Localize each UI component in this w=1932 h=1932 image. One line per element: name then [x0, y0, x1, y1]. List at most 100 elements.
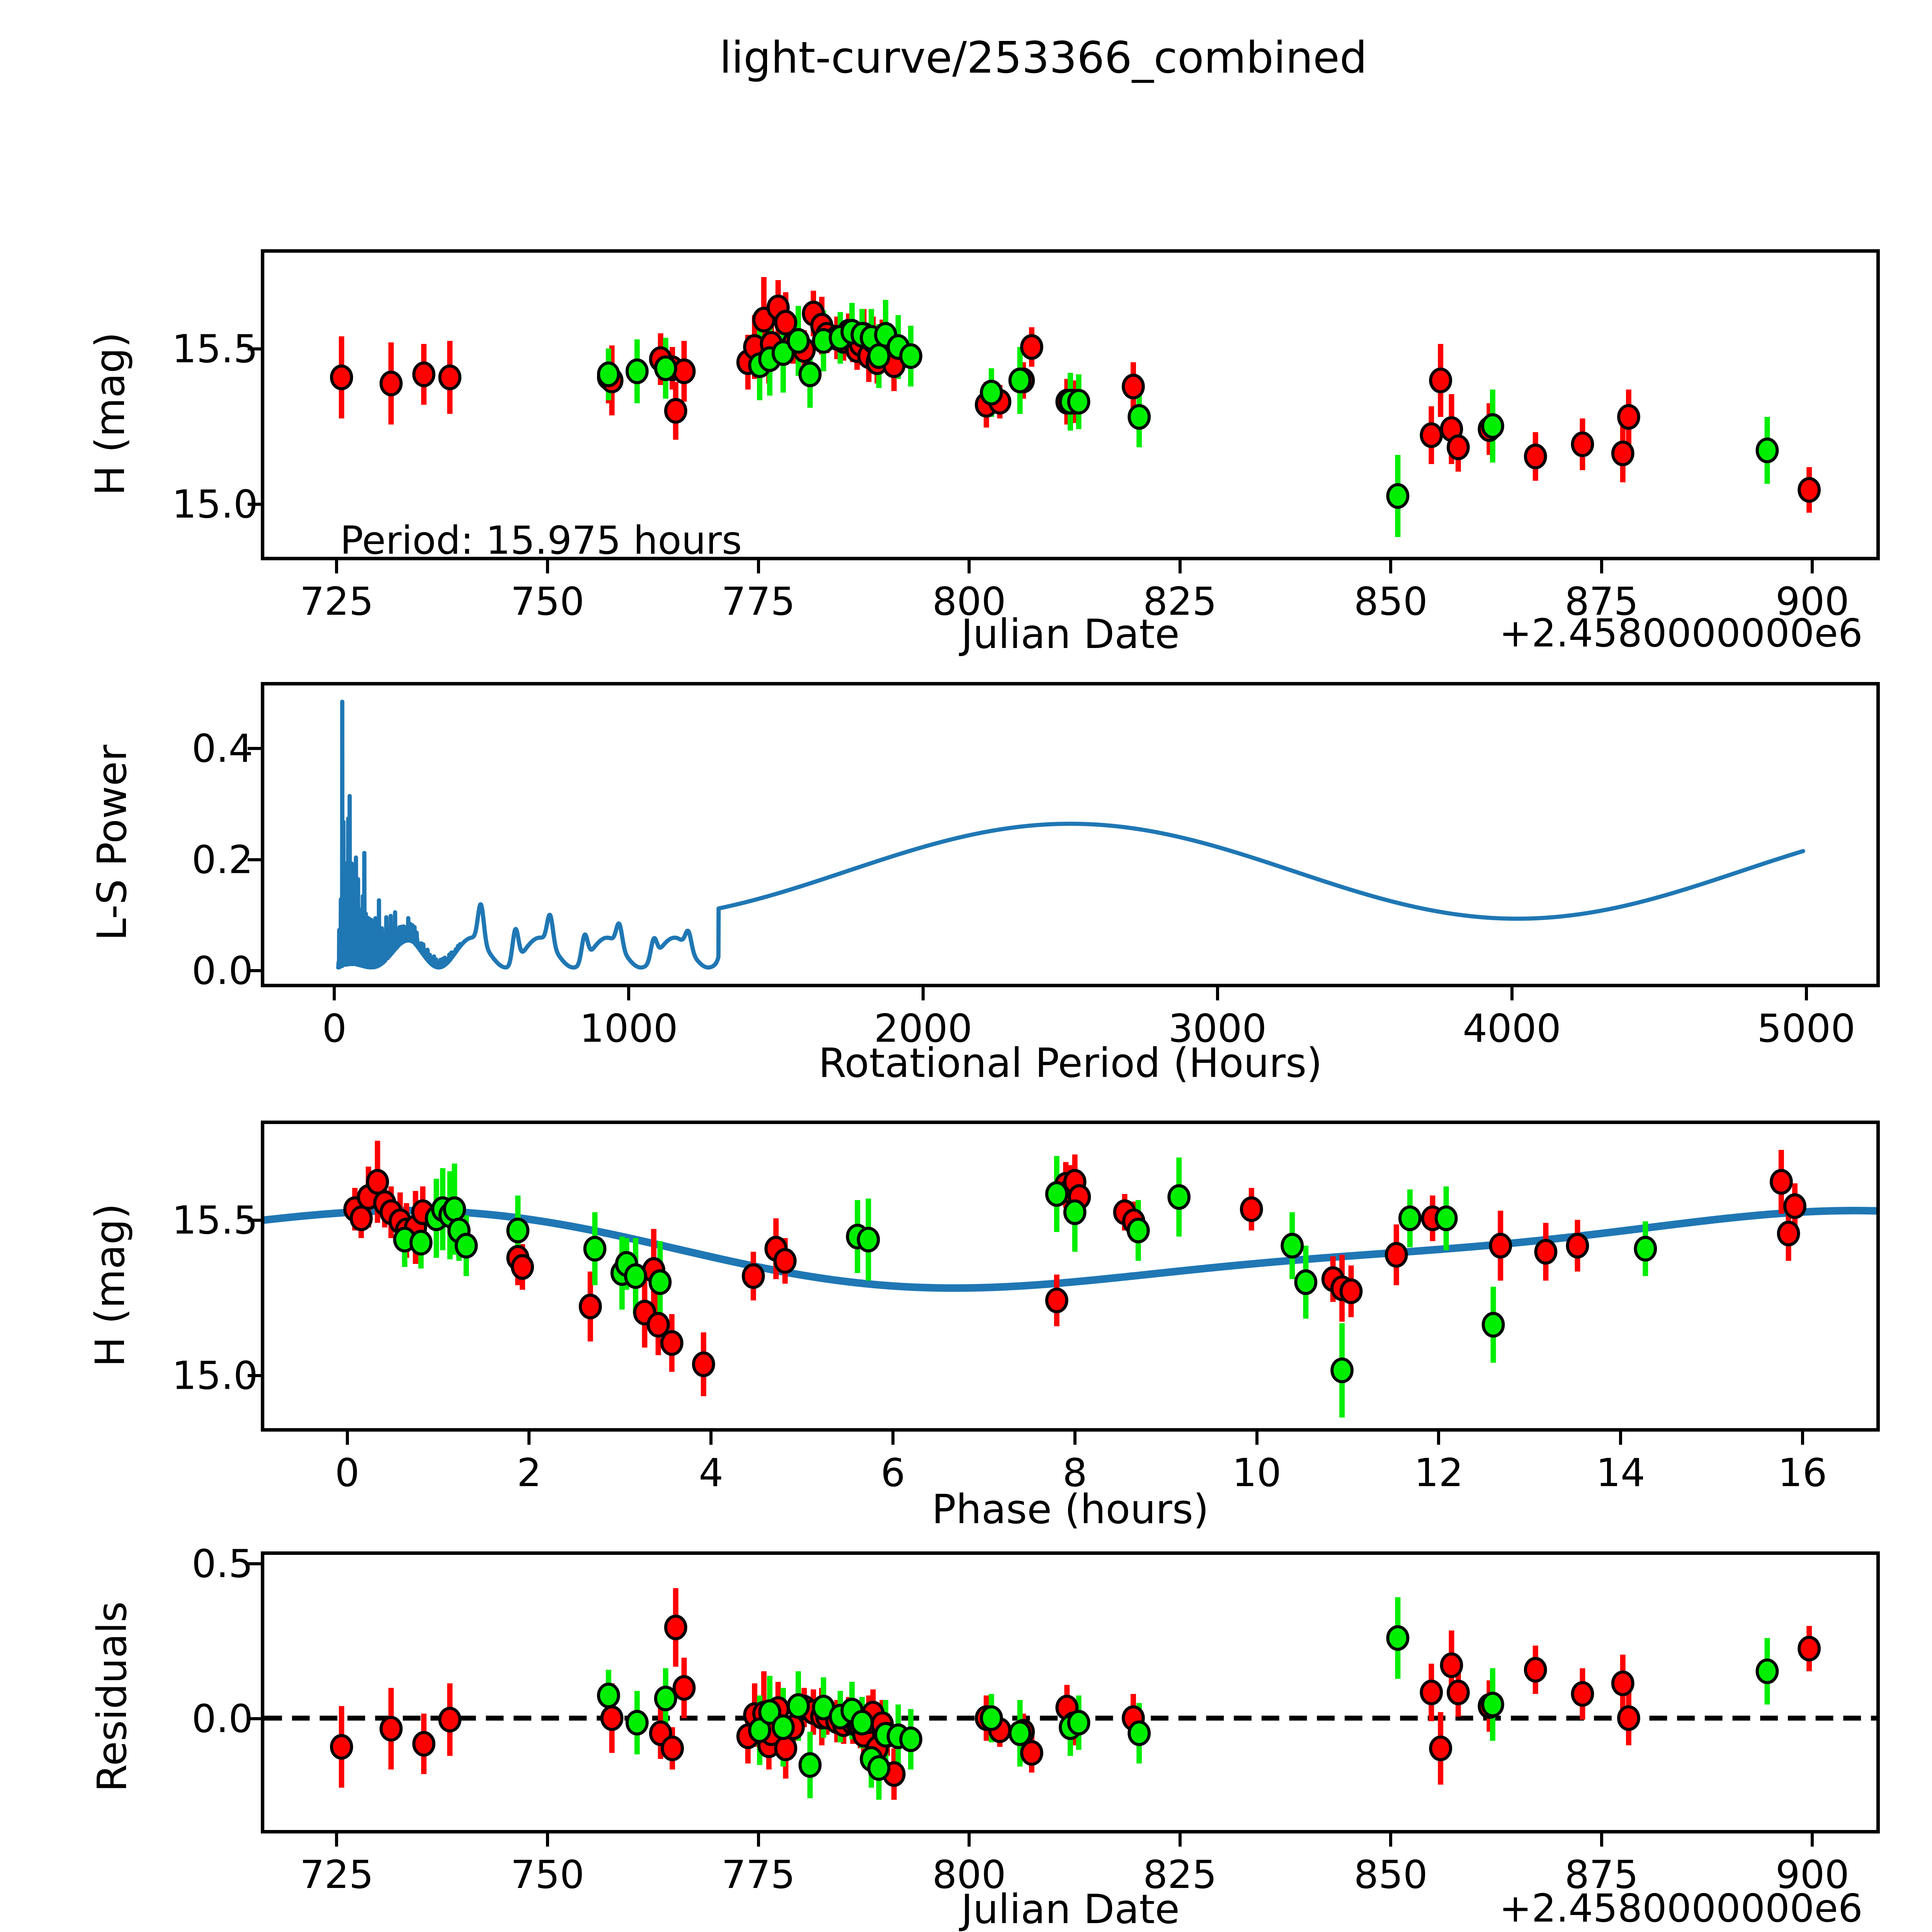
y-tick-mark	[248, 747, 261, 750]
x-tick-label: 4000	[1463, 1006, 1561, 1051]
data-point	[1481, 1692, 1504, 1718]
data-point	[1617, 404, 1640, 430]
data-point	[1481, 413, 1504, 439]
data-point	[787, 1693, 810, 1719]
data-point	[899, 343, 923, 369]
data-point	[742, 1263, 765, 1289]
data-point	[1798, 1636, 1821, 1662]
data-point	[648, 1269, 672, 1295]
x-tick-label: 725	[299, 579, 374, 624]
data-point	[1128, 1720, 1151, 1746]
data-point	[654, 1685, 677, 1711]
data-point	[1420, 422, 1443, 448]
x-tick-mark	[1255, 1432, 1259, 1445]
x-tick-label: 0	[322, 1006, 347, 1051]
data-point	[1008, 367, 1032, 393]
data-point	[1447, 434, 1470, 460]
lightcurve-plot-area	[330, 277, 1821, 537]
data-point	[850, 1710, 874, 1736]
data-point	[379, 371, 403, 396]
data-point	[412, 361, 435, 388]
data-point	[1524, 444, 1547, 469]
data-point	[774, 1735, 798, 1761]
residuals-plot-area	[264, 1588, 1876, 1800]
y-tick-mark	[248, 1374, 261, 1378]
x-tick-mark	[546, 560, 549, 573]
data-point	[1339, 1278, 1363, 1304]
y-tick-mark	[248, 503, 261, 506]
data-point	[1611, 440, 1634, 466]
x-tick-label: 825	[1143, 1852, 1217, 1897]
data-point	[1008, 1720, 1032, 1746]
data-point	[1634, 1236, 1657, 1262]
y-tick-label: 15.5	[172, 1197, 258, 1243]
data-point	[1566, 1233, 1589, 1259]
x-tick-label: 10	[1232, 1450, 1282, 1495]
x-tick-label: 8	[1062, 1450, 1087, 1495]
x-tick-mark	[1073, 1432, 1077, 1445]
data-point	[511, 1254, 534, 1280]
data-point	[774, 310, 798, 336]
x-tick-label: 775	[721, 579, 795, 624]
x-tick-label: 4	[699, 1450, 723, 1495]
x-tick-mark	[1437, 1432, 1440, 1445]
periodogram-plot-area	[336, 699, 1805, 970]
x-tick-mark	[527, 1432, 531, 1445]
periodogram-x-axis-label: Rotational Period (Hours)	[818, 1039, 1322, 1087]
data-point	[758, 1699, 781, 1725]
phased-x-axis-label: Phase (hours)	[932, 1486, 1209, 1533]
x-tick-mark	[546, 1833, 549, 1847]
x-tick-label: 0	[335, 1450, 360, 1495]
y-tick-mark	[248, 1562, 261, 1566]
residuals-y-axis-label: Residuals	[88, 1601, 136, 1792]
panel-phased	[261, 1121, 1880, 1432]
data-point	[1755, 1658, 1779, 1684]
data-point	[787, 328, 810, 354]
data-point	[748, 1717, 771, 1743]
data-point	[625, 358, 649, 384]
periodogram-y-axis-label: L-S Power	[88, 745, 136, 941]
data-point	[661, 1735, 684, 1761]
panel-lightcurve	[261, 249, 1880, 560]
data-point	[412, 1731, 435, 1757]
data-point	[1122, 374, 1145, 400]
data-point	[1420, 1679, 1443, 1706]
x-tick-mark	[891, 1432, 895, 1445]
x-tick-mark	[1600, 560, 1603, 573]
x-tick-mark	[1178, 1833, 1182, 1847]
panel-residuals	[261, 1551, 1880, 1833]
data-point	[583, 1236, 607, 1262]
x-tick-mark	[1619, 1432, 1622, 1445]
data-point	[1398, 1205, 1422, 1231]
data-point	[454, 1233, 478, 1259]
data-point	[1067, 389, 1090, 415]
x-tick-mark	[757, 1833, 760, 1847]
lightcurve-y-axis-label: H (mag)	[87, 332, 134, 496]
x-tick-mark	[1178, 560, 1182, 573]
x-tick-mark	[627, 987, 631, 1000]
x-tick-mark	[1801, 1432, 1804, 1445]
data-point	[798, 1752, 822, 1778]
residuals-x-axis-label: Julian Date	[961, 1886, 1180, 1932]
data-point	[1429, 1735, 1452, 1761]
panel-periodogram	[261, 682, 1880, 987]
data-point	[330, 1734, 353, 1760]
data-point	[1434, 1205, 1458, 1231]
data-point	[1330, 1357, 1354, 1383]
x-tick-label: 775	[721, 1852, 795, 1897]
x-tick-label: 900	[1775, 1852, 1849, 1897]
data-point	[771, 340, 795, 366]
x-tick-mark	[1216, 987, 1219, 1000]
data-point	[1440, 1652, 1463, 1678]
data-point	[506, 1218, 530, 1243]
x-tick-label: 5000	[1757, 1006, 1855, 1051]
data-point	[1524, 1657, 1547, 1683]
data-point	[773, 1248, 797, 1274]
data-point	[672, 358, 696, 384]
data-point	[1045, 1287, 1068, 1313]
y-tick-label: 0.4	[191, 726, 253, 771]
data-point	[1755, 437, 1779, 463]
data-point	[1611, 1670, 1634, 1696]
data-point	[597, 361, 620, 388]
data-point	[672, 1675, 696, 1701]
